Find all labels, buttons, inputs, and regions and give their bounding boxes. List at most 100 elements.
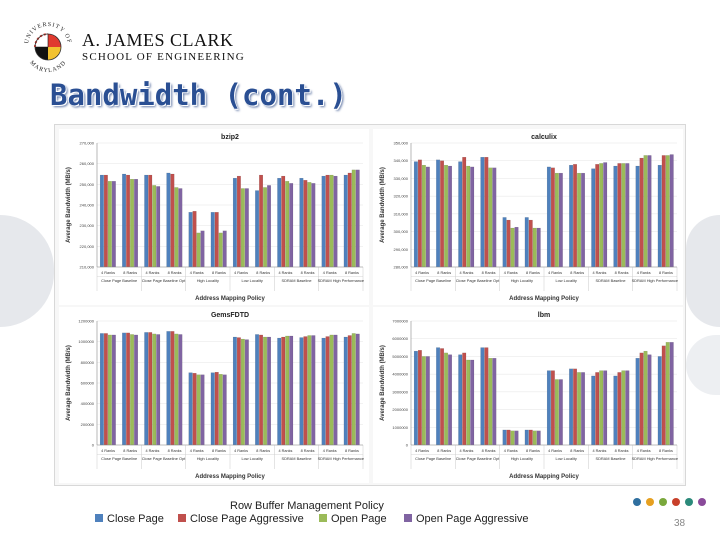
lbm-bar xyxy=(613,375,618,446)
chart-lbm: lbm 0 1000000 2000000 3000000 4000000 5000000 6… xyxy=(373,307,683,483)
lbm-group-label: High Locality xyxy=(511,456,533,461)
lbm-bar xyxy=(569,368,574,446)
gemsfdtd-bar xyxy=(111,334,116,446)
figure-panel: bzip2 210,000 220,000 230,000 240,000 250,000… xyxy=(54,124,686,486)
calculix-bar xyxy=(532,227,537,268)
calculix-bar xyxy=(502,217,507,268)
gemsfdtd-title: GemsFDTD xyxy=(211,312,249,319)
chart-calculix: calculix 280,000 290,000 300,000 310,000 320,… xyxy=(373,129,683,305)
bzip2-ytick-label: 260,000 xyxy=(80,161,95,166)
bzip2-bar xyxy=(255,190,260,268)
bzip2-group-label: SDRAM High Performance xyxy=(318,278,365,283)
legend-swatch xyxy=(178,514,186,522)
calculix-bar xyxy=(661,155,666,268)
gemsfdtd-bar xyxy=(178,334,183,446)
legend-item-open-page-aggressive: Open Page Aggressive xyxy=(404,513,529,527)
bzip2-bar xyxy=(244,188,249,268)
calculix-group-label: Close Page Baseline Opt xyxy=(456,278,500,283)
lbm-bar xyxy=(488,358,493,446)
lbm-bar xyxy=(524,429,529,446)
lbm-bar xyxy=(603,370,608,446)
legend-item-close-page: Close Page xyxy=(95,513,164,527)
decorative-dot xyxy=(633,498,641,506)
gemsfdtd-group-label: Low Locality xyxy=(241,456,262,461)
lbm-bar xyxy=(506,429,511,446)
lbm-group-label: SDRAM Baseline xyxy=(595,456,625,461)
lbm-bar xyxy=(647,354,652,446)
calculix-bar xyxy=(613,165,618,268)
bzip2-xtick-label: 4 Ranks xyxy=(323,271,337,275)
lbm-bar xyxy=(417,350,422,446)
lbm-bar xyxy=(440,348,445,446)
lbm-xtick-label: 4 Ranks xyxy=(592,449,606,453)
bzip2-bar xyxy=(111,181,116,268)
gemsfdtd-bar xyxy=(321,337,326,446)
lbm-bar xyxy=(462,352,467,446)
gemsfdtd-bar xyxy=(285,335,290,446)
lbm-bar xyxy=(550,370,555,446)
decorative-dots xyxy=(633,498,709,508)
gemsfdtd-group-label: SDRAM Baseline xyxy=(281,456,311,461)
calculix-bar xyxy=(617,163,622,268)
lbm-bar xyxy=(625,370,630,446)
calculix-bar xyxy=(621,163,626,268)
gemsfdtd-bar xyxy=(134,334,138,446)
bzip2-bar xyxy=(218,232,223,268)
bzip2-bar xyxy=(174,187,179,268)
lbm-group-label: SDRAM High Performance xyxy=(632,456,679,461)
bzip2-bar xyxy=(347,172,352,268)
slide-title: Bandwidth (cont.) xyxy=(50,78,347,112)
lbm-bar xyxy=(621,370,626,446)
bzip2-bar xyxy=(130,179,134,268)
bzip2-bar xyxy=(299,177,304,268)
legend-item-open-page: Open Page xyxy=(319,513,387,527)
bg-band-right xyxy=(686,215,720,327)
chart-bzip2-svg: bzip2 210,000 220,000 230,000 240,000 250,000… xyxy=(66,134,365,302)
bzip2-bar xyxy=(99,174,104,268)
calculix-group-label: Close Page Baseline xyxy=(415,278,451,283)
gemsfdtd-bar xyxy=(267,336,271,446)
gemsfdtd-bar xyxy=(281,336,286,446)
bzip2-bar xyxy=(236,175,241,268)
lbm-group-label: Close Page Baseline xyxy=(415,456,451,461)
gemsfdtd-bar xyxy=(236,337,241,446)
gemsfdtd-bar xyxy=(343,336,348,446)
gemsfdtd-bar xyxy=(218,374,223,446)
bzip2-bar xyxy=(148,174,153,268)
lbm-bar xyxy=(661,345,666,446)
lbm-bar xyxy=(558,379,563,446)
gemsfdtd-xtick-label: 4 Ranks xyxy=(234,449,248,453)
gemsfdtd-group-label: High Locality xyxy=(197,456,219,461)
bzip2-bar xyxy=(134,179,138,268)
lbm-xtick-label: 8 Ranks xyxy=(437,449,451,453)
gemsfdtd-xtick-label: 4 Ranks xyxy=(323,449,337,453)
calculix-bar xyxy=(546,166,551,268)
lbm-bar xyxy=(536,430,541,446)
gemsfdtd-bar xyxy=(333,334,338,446)
lbm-bar xyxy=(484,347,489,446)
calculix-group-label: SDRAM High Performance xyxy=(632,278,679,283)
lbm-xtick-label: 4 Ranks xyxy=(637,449,651,453)
calculix-ylabel: Average Bandwidth (MB/s) xyxy=(380,167,386,243)
lbm-bar xyxy=(635,358,640,446)
gemsfdtd-bar xyxy=(263,336,267,446)
gemsfdtd-group-label: SDRAM High Performance xyxy=(318,456,365,461)
gemsfdtd-xtick-label: 8 Ranks xyxy=(168,449,182,453)
calculix-bar xyxy=(470,166,475,268)
calculix-xtick-label: 4 Ranks xyxy=(415,271,429,275)
bzip2-bar xyxy=(333,175,338,268)
gemsfdtd-xtick-label: 8 Ranks xyxy=(301,449,315,453)
calculix-xtick-label: 8 Ranks xyxy=(570,271,584,275)
calculix-xtick-label: 4 Ranks xyxy=(459,271,473,275)
lbm-group-label: Close Page Baseline Opt xyxy=(456,456,500,461)
gemsfdtd-xlabel: Address Mapping Policy xyxy=(195,474,265,480)
calculix-bar xyxy=(462,157,467,268)
gemsfdtd-bar xyxy=(289,335,294,446)
lbm-ytick-label: 0 xyxy=(406,443,409,448)
calculix-bar xyxy=(591,168,596,268)
calculix-ytick-label: 330,000 xyxy=(394,176,409,181)
lbm-bar xyxy=(458,354,463,446)
bzip2-bar xyxy=(285,181,290,268)
lbm-bar xyxy=(444,352,448,446)
bzip2-ylabel: Average Bandwidth (MB/s) xyxy=(66,167,72,243)
